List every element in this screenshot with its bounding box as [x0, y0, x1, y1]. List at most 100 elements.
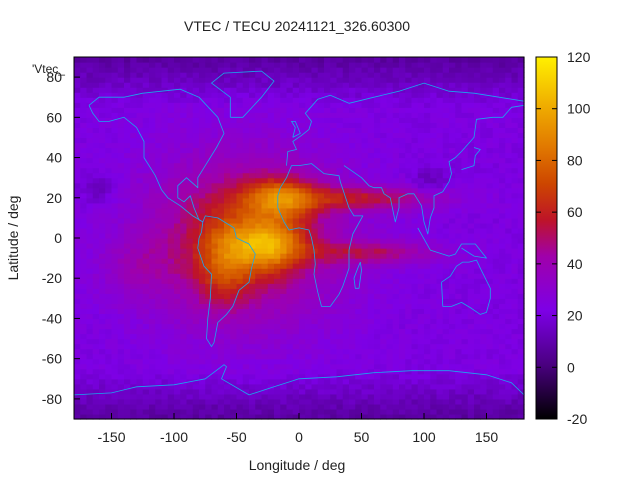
- heatmap-cell: [217, 202, 225, 209]
- heatmap-cell: [467, 368, 475, 375]
- heatmap-cell: [255, 207, 263, 214]
- heatmap-cell: [230, 82, 238, 88]
- heatmap-cell: [192, 298, 200, 304]
- heatmap-cell: [174, 92, 181, 98]
- heatmap-cell: [424, 383, 431, 390]
- heatmap-cell: [99, 192, 106, 199]
- heatmap-cell: [142, 172, 150, 179]
- heatmap-cell: [142, 323, 150, 330]
- heatmap-cell: [105, 343, 113, 350]
- heatmap-cell: [155, 238, 163, 244]
- heatmap-cell: [467, 107, 475, 113]
- heatmap-cell: [355, 358, 363, 365]
- heatmap-cell: [411, 127, 419, 134]
- heatmap-cell: [380, 248, 388, 254]
- heatmap-cell: [117, 227, 125, 234]
- heatmap-cell: [336, 343, 344, 350]
- heatmap-cell: [205, 142, 213, 149]
- heatmap-cell: [336, 182, 344, 189]
- heatmap-cell: [442, 142, 450, 149]
- heatmap-cell: [442, 222, 450, 229]
- heatmap-cell: [386, 82, 394, 88]
- heatmap-cell: [430, 253, 438, 259]
- heatmap-cell: [105, 323, 113, 330]
- heatmap-cell: [342, 313, 350, 320]
- heatmap-cell: [442, 328, 450, 335]
- heatmap-cell: [142, 137, 150, 144]
- heatmap-cell: [411, 283, 419, 289]
- heatmap-cell: [142, 288, 150, 294]
- heatmap-cell: [155, 288, 163, 294]
- heatmap-cell: [411, 77, 419, 83]
- heatmap-cell: [92, 182, 100, 189]
- heatmap-cell: [230, 358, 238, 365]
- heatmap-cell: [342, 152, 350, 159]
- heatmap-cell: [324, 333, 331, 340]
- heatmap-cell: [317, 217, 325, 224]
- heatmap-cell: [455, 303, 463, 309]
- heatmap-cell: [99, 127, 106, 134]
- heatmap-cell: [261, 207, 269, 214]
- heatmap-cell: [424, 343, 431, 350]
- heatmap-cell: [211, 388, 219, 395]
- heatmap-cell: [111, 142, 119, 149]
- heatmap-cell: [192, 222, 200, 229]
- heatmap-cell: [392, 248, 400, 254]
- heatmap-cell: [324, 147, 331, 154]
- heatmap-cell: [305, 87, 313, 93]
- heatmap-cell: [142, 107, 150, 113]
- heatmap-cell: [155, 207, 163, 214]
- heatmap-cell: [411, 197, 419, 204]
- heatmap-cell: [311, 227, 319, 234]
- heatmap-cell: [199, 62, 206, 68]
- heatmap-cell: [336, 167, 344, 174]
- heatmap-cell: [361, 343, 369, 350]
- heatmap-cell: [299, 303, 306, 309]
- heatmap-cell: [186, 72, 194, 78]
- heatmap-cell: [417, 288, 425, 294]
- heatmap-cell: [436, 308, 444, 315]
- heatmap-cell: [142, 303, 150, 309]
- heatmap-cell: [361, 298, 369, 304]
- heatmap-cell: [149, 383, 156, 390]
- heatmap-cell: [430, 147, 438, 154]
- heatmap-cell: [417, 162, 425, 169]
- heatmap-cell: [211, 253, 219, 259]
- heatmap-cell: [311, 162, 319, 169]
- heatmap-cell: [92, 87, 100, 93]
- heatmap-cell: [142, 373, 150, 380]
- heatmap-cell: [317, 298, 325, 304]
- heatmap-cell: [324, 182, 331, 189]
- heatmap-cell: [224, 263, 231, 269]
- heatmap-cell: [305, 328, 313, 335]
- heatmap-cell: [217, 152, 225, 159]
- heatmap-cell: [392, 102, 400, 108]
- heatmap-cell: [267, 107, 275, 113]
- heatmap-cell: [261, 273, 269, 279]
- heatmap-cell: [280, 318, 288, 325]
- heatmap-cell: [86, 318, 94, 325]
- heatmap-cell: [80, 398, 88, 405]
- heatmap-cell: [180, 97, 188, 103]
- heatmap-cell: [155, 182, 163, 189]
- heatmap-cell: [249, 398, 256, 405]
- heatmap-cell: [374, 77, 381, 83]
- heatmap-cell: [217, 162, 225, 169]
- heatmap-cell: [149, 182, 156, 189]
- heatmap-cell: [161, 298, 169, 304]
- heatmap-cell: [467, 217, 475, 224]
- heatmap-cell: [317, 328, 325, 335]
- heatmap-cell: [411, 182, 419, 189]
- heatmap-cell: [361, 373, 369, 380]
- heatmap-cell: [80, 318, 88, 325]
- heatmap-cell: [149, 232, 156, 239]
- heatmap-cell: [174, 308, 181, 315]
- heatmap-cell: [99, 403, 106, 410]
- heatmap-cell: [236, 248, 244, 254]
- heatmap-cell: [324, 227, 331, 234]
- heatmap-cell: [342, 82, 350, 88]
- heatmap-cell: [430, 107, 438, 113]
- heatmap-cell: [155, 202, 163, 209]
- heatmap-cell: [480, 303, 488, 309]
- heatmap-cell: [317, 413, 325, 420]
